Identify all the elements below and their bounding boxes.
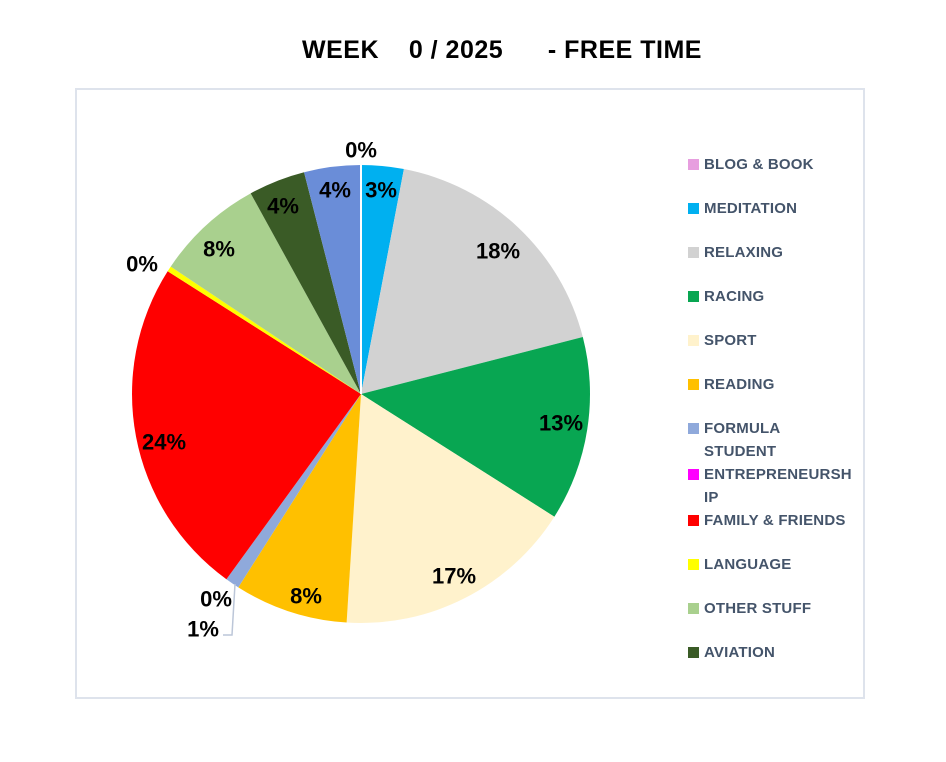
legend-item-entrepreneurship: ENTREPRENEURSH IP xyxy=(688,463,866,509)
pie-label-relaxing: 18% xyxy=(476,239,520,264)
legend-item-sport: SPORT xyxy=(688,329,866,352)
legend-swatch-relaxing xyxy=(688,247,699,258)
legend-label-sport: SPORT xyxy=(704,332,757,349)
legend-label-entrepreneurship: ENTREPRENEURSH IP xyxy=(704,466,852,506)
pie-slice-relaxing xyxy=(361,169,583,394)
legend-label-other-stuff: OTHER STUFF xyxy=(704,600,812,617)
legend-swatch-aviation xyxy=(688,647,699,658)
pie-slice-unlabeled-12 xyxy=(304,165,361,394)
legend-label-meditation: MEDITATION xyxy=(704,200,798,217)
legend-item-family-friends: FAMILY & FRIENDS xyxy=(688,509,866,532)
legend-label-blog-book: BLOG & BOOK xyxy=(704,156,814,173)
pie-label-entrepreneurship: 0% xyxy=(200,587,232,612)
pie-slice-language xyxy=(167,266,361,394)
pie-chart: 0% 3% 18% 13% 17% 8% 1% 0% 24% 0% 8% 4% 4% xyxy=(126,138,591,642)
legend-swatch-racing xyxy=(688,291,699,302)
pie-label-unlabeled-12: 4% xyxy=(319,178,351,203)
legend-item-racing: RACING xyxy=(688,285,866,308)
legend-swatch-sport xyxy=(688,335,699,346)
pie-label-aviation: 4% xyxy=(267,194,299,219)
pie-label-sport: 17% xyxy=(432,564,476,589)
pie-slice-family-friends xyxy=(132,271,361,580)
pie-slice-racing xyxy=(361,337,591,517)
legend-item-aviation: AVIATION xyxy=(688,641,866,664)
chart-plot-area: 0% 3% 18% 13% 17% 8% 1% 0% 24% 0% 8% 4% 4% BLOG & BO… xyxy=(75,88,865,699)
pie-label-meditation: 3% xyxy=(365,178,397,203)
legend-swatch-entrepreneurship xyxy=(688,469,699,480)
pie-label-family-friends: 24% xyxy=(142,430,186,455)
legend-label-relaxing: RELAXING xyxy=(704,244,784,261)
pie-slice-reading xyxy=(238,394,361,623)
label-leader-line xyxy=(223,583,236,636)
legend-item-language: LANGUAGE xyxy=(688,553,866,576)
legend-label-reading: READING xyxy=(704,376,775,393)
legend-item-formula-student: FORMULA STUDENT xyxy=(688,417,866,463)
chart-legend: BLOG & BOOK MEDITATION RELAXING RACING SPORT… xyxy=(688,153,866,685)
legend-label-formula-student: FORMULA STUDENT xyxy=(704,420,781,460)
pie-label-blog-book: 0% xyxy=(345,138,377,163)
pie-slice-other-stuff xyxy=(170,193,361,394)
legend-swatch-reading xyxy=(688,379,699,390)
legend-swatch-blog-book xyxy=(688,159,699,170)
legend-swatch-language xyxy=(688,559,699,570)
pie-label-other-stuff: 8% xyxy=(203,237,235,262)
legend-item-other-stuff: OTHER STUFF xyxy=(688,597,866,620)
pie-slice-meditation xyxy=(361,165,404,394)
legend-swatch-formula-student xyxy=(688,423,699,434)
pie-slice-sport xyxy=(346,394,555,624)
legend-swatch-meditation xyxy=(688,203,699,214)
pie-label-racing: 13% xyxy=(539,411,583,436)
legend-item-meditation: MEDITATION xyxy=(688,197,866,220)
pie-label-formula-student: 1% xyxy=(187,617,219,642)
pie-slice-aviation xyxy=(250,172,361,394)
legend-label-aviation: AVIATION xyxy=(704,644,776,661)
chart-title: WEEK 0 / 2025 - FREE TIME xyxy=(302,36,702,64)
pie-label-language: 0% xyxy=(126,252,158,277)
legend-swatch-family-friends xyxy=(688,515,699,526)
legend-label-language: LANGUAGE xyxy=(704,556,792,573)
legend-item-reading: READING xyxy=(688,373,866,396)
legend-item-blog-book: BLOG & BOOK xyxy=(688,153,866,176)
pie-label-reading: 8% xyxy=(290,584,322,609)
legend-label-racing: RACING xyxy=(704,288,765,305)
legend-item-relaxing: RELAXING xyxy=(688,241,866,264)
pie-slice-formula-student xyxy=(226,394,361,588)
legend-label-family-friends: FAMILY & FRIENDS xyxy=(704,512,846,529)
legend-swatch-other-stuff xyxy=(688,603,699,614)
